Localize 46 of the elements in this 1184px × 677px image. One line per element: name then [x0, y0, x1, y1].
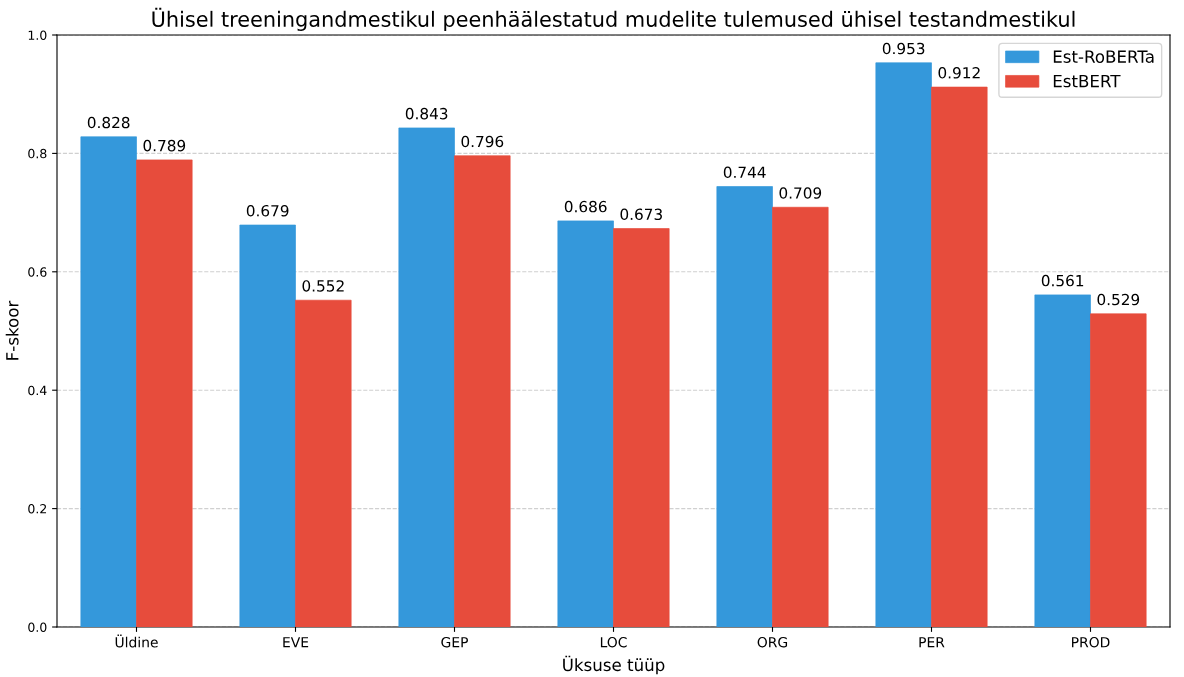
- bar: [875, 62, 932, 627]
- bar: [557, 220, 614, 627]
- data-label: 0.529: [1097, 293, 1140, 306]
- data-label: 0.673: [620, 208, 662, 221]
- data-label: 0.953: [882, 42, 925, 55]
- data-label: 0.789: [143, 139, 186, 152]
- data-label: 0.828: [87, 116, 130, 129]
- bar: [1090, 313, 1147, 627]
- y-axis-title: F-skoor: [5, 300, 19, 360]
- bar: [295, 299, 352, 627]
- bar: [136, 159, 193, 627]
- y-tick-label: 0.2: [28, 504, 47, 514]
- x-tick-label: LOC: [600, 636, 627, 648]
- bar: [772, 206, 829, 627]
- legend-label: EstBERT: [1053, 74, 1121, 88]
- x-tick-label: PROD: [1072, 636, 1110, 648]
- x-tick-label: PER: [919, 637, 945, 648]
- x-tick-label: EVE: [283, 637, 309, 648]
- data-label: 0.796: [461, 135, 504, 148]
- y-tick-label: 1.0: [28, 30, 47, 40]
- data-label: 0.552: [302, 280, 344, 292]
- y-tick-label: 0.8: [28, 148, 47, 159]
- bar: [613, 228, 670, 627]
- chart-title: Ühisel treeningandmestikul peenhäälestatud mudelite tulemused ühisel testandmestikul: [152, 7, 1075, 31]
- bar: [716, 186, 773, 627]
- x-tick-label: Üldine: [115, 634, 158, 648]
- data-label: 0.912: [938, 67, 980, 79]
- legend-label: Est-RoBERTa: [1053, 50, 1154, 63]
- y-tick-label: 0.4: [28, 385, 47, 396]
- data-label: 0.686: [564, 200, 607, 213]
- bar: [454, 155, 511, 627]
- data-label: 0.679: [246, 204, 289, 217]
- data-label: 0.744: [723, 166, 766, 179]
- y-tick-label: 0.0: [28, 622, 47, 632]
- bar: [239, 224, 296, 627]
- data-label: 0.561: [1041, 274, 1084, 287]
- bar: [80, 136, 137, 627]
- data-label: 0.843: [405, 107, 448, 120]
- y-tick-label: 0.6: [28, 267, 47, 277]
- bar: [398, 127, 455, 627]
- bar: [1034, 294, 1091, 627]
- x-axis-title: Üksuse tüüp: [563, 655, 665, 675]
- bar: [931, 86, 988, 627]
- x-tick-label: GEP: [441, 636, 468, 648]
- x-tick-label: ORG: [757, 636, 788, 648]
- data-label: 0.709: [779, 187, 822, 199]
